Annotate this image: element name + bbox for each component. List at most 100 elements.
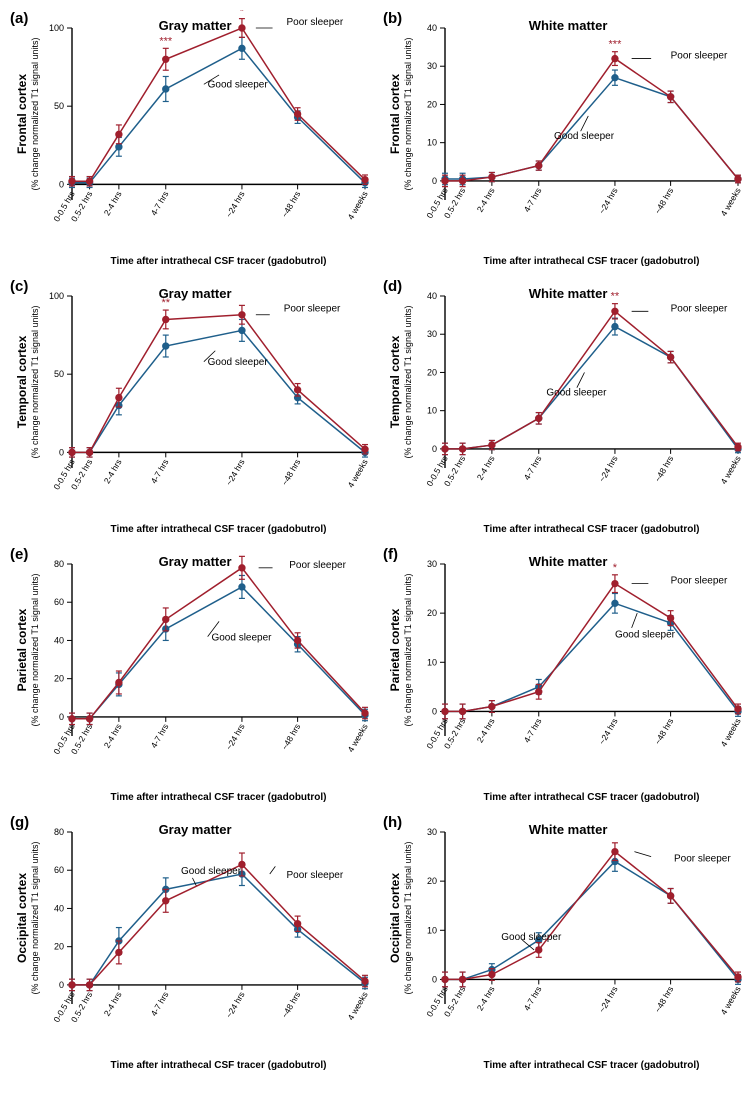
chart-title: Gray matter xyxy=(159,286,232,301)
data-point xyxy=(294,637,300,643)
x-tick-label: ~48 hrs xyxy=(652,716,675,746)
x-tick-label: ~24 hrs xyxy=(597,454,620,484)
data-point xyxy=(69,716,75,722)
significance-marker: *** xyxy=(609,39,623,51)
y-axis-sublabel: (% change normalized T1 signal units) xyxy=(403,38,413,191)
data-point xyxy=(116,949,122,955)
chart-svg: 0204060800-0.5 hrs0.5-2 hrs2-4 hrs4-7 hr… xyxy=(10,814,375,1074)
x-tick-label: 2-4 hrs xyxy=(475,716,497,744)
x-axis-label: Time after intrathecal CSF tracer (gadob… xyxy=(484,524,700,535)
x-tick-label: ~48 hrs xyxy=(279,722,302,752)
x-axis-label: Time after intrathecal CSF tracer (gadob… xyxy=(111,256,327,267)
panel-label: (f) xyxy=(383,546,398,563)
y-tick-label: 30 xyxy=(427,329,437,339)
series-line-poor xyxy=(445,584,738,712)
y-tick-label: 50 xyxy=(54,369,64,379)
x-tick-label: ~24 hrs xyxy=(224,722,247,752)
y-tick-label: 20 xyxy=(54,674,64,684)
chart-title: Gray matter xyxy=(159,18,232,33)
data-point xyxy=(735,444,741,450)
series-label-good: Good sleeper xyxy=(208,79,269,90)
x-tick-label: 2-4 hrs xyxy=(102,457,124,485)
data-point xyxy=(86,982,92,988)
x-tick-label: ~24 hrs xyxy=(597,716,620,746)
significance-marker: *** xyxy=(159,35,173,47)
x-tick-label: 4-7 hrs xyxy=(522,186,544,214)
y-tick-label: 0 xyxy=(59,980,64,990)
significance-marker: * xyxy=(613,562,618,574)
y-tick-label: 40 xyxy=(54,903,64,913)
data-point xyxy=(459,708,465,714)
x-tick-label: 2-4 hrs xyxy=(475,454,497,482)
series-label-poor: Poor sleeper xyxy=(289,560,346,571)
y-tick-label: 80 xyxy=(54,827,64,837)
panel-b: (b)0102030400-0.5 hrs0.5-2 hrs2-4 hrs4-7… xyxy=(383,10,748,270)
x-tick-label: ~24 hrs xyxy=(597,186,620,216)
y-tick-label: 30 xyxy=(427,827,437,837)
data-point xyxy=(459,976,465,982)
series-label-poor: Poor sleeper xyxy=(671,303,728,314)
series-line-good xyxy=(445,603,738,711)
data-point xyxy=(442,708,448,714)
series-label-poor: Poor sleeper xyxy=(286,17,343,28)
data-point xyxy=(442,178,448,184)
series-line-good xyxy=(445,861,738,979)
chart-title: White matter xyxy=(529,286,608,301)
data-point xyxy=(442,446,448,452)
x-tick-label: ~48 hrs xyxy=(279,189,302,219)
x-tick-label: 4-7 hrs xyxy=(522,454,544,482)
y-tick-label: 80 xyxy=(54,559,64,569)
y-axis-label: Temporal cortex xyxy=(15,335,29,428)
panel-label: (a) xyxy=(10,10,28,27)
panel-label: (e) xyxy=(10,546,28,563)
x-tick-label: ~48 hrs xyxy=(652,186,675,216)
data-point xyxy=(735,706,741,712)
data-point xyxy=(86,178,92,184)
y-tick-label: 0 xyxy=(59,447,64,457)
series-line-good xyxy=(72,48,365,182)
data-point xyxy=(667,354,673,360)
data-point xyxy=(116,144,122,150)
series-line-poor xyxy=(72,864,365,984)
x-axis-label: Time after intrathecal CSF tracer (gadob… xyxy=(111,792,327,803)
data-point xyxy=(612,323,618,329)
data-point xyxy=(536,947,542,953)
panel-label: (b) xyxy=(383,10,402,27)
y-tick-label: 10 xyxy=(427,657,437,667)
y-axis-sublabel: (% change normalized T1 signal units) xyxy=(403,574,413,727)
x-tick-label: 4-7 hrs xyxy=(149,189,171,217)
x-tick-label: 4-7 hrs xyxy=(149,722,171,750)
y-tick-label: 100 xyxy=(49,291,64,301)
data-point xyxy=(489,174,495,180)
y-axis-sublabel: (% change normalized T1 signal units) xyxy=(30,574,40,727)
y-tick-label: 20 xyxy=(54,942,64,952)
y-axis-sublabel: (% change normalized T1 signal units) xyxy=(403,306,413,459)
y-axis-sublabel: (% change normalized T1 signal units) xyxy=(30,38,40,191)
y-axis-label: Parietal cortex xyxy=(388,608,402,691)
y-axis-label: Parietal cortex xyxy=(15,608,29,691)
y-tick-label: 40 xyxy=(427,23,437,33)
y-axis-label: Occipital cortex xyxy=(15,873,29,963)
panel-label: (g) xyxy=(10,814,29,831)
data-point xyxy=(86,716,92,722)
y-tick-label: 10 xyxy=(427,138,437,148)
y-tick-label: 20 xyxy=(427,367,437,377)
data-point xyxy=(69,449,75,455)
y-tick-label: 0 xyxy=(59,712,64,722)
y-tick-label: 0 xyxy=(432,176,437,186)
panel-label: (h) xyxy=(383,814,402,831)
data-point xyxy=(362,176,368,182)
x-axis-label: Time after intrathecal CSF tracer (gadob… xyxy=(484,792,700,803)
data-point xyxy=(442,976,448,982)
data-point xyxy=(163,898,169,904)
series-line-good xyxy=(72,330,365,452)
x-tick-label: 2-4 hrs xyxy=(102,990,124,1018)
y-tick-label: 0 xyxy=(59,179,64,189)
x-tick-label: 4 weeks xyxy=(345,722,369,754)
data-point xyxy=(239,584,245,590)
series-line-poor xyxy=(445,852,738,980)
x-tick-label: 4 weeks xyxy=(345,457,369,489)
data-point xyxy=(116,394,122,400)
data-point xyxy=(667,615,673,621)
y-tick-label: 20 xyxy=(427,99,437,109)
